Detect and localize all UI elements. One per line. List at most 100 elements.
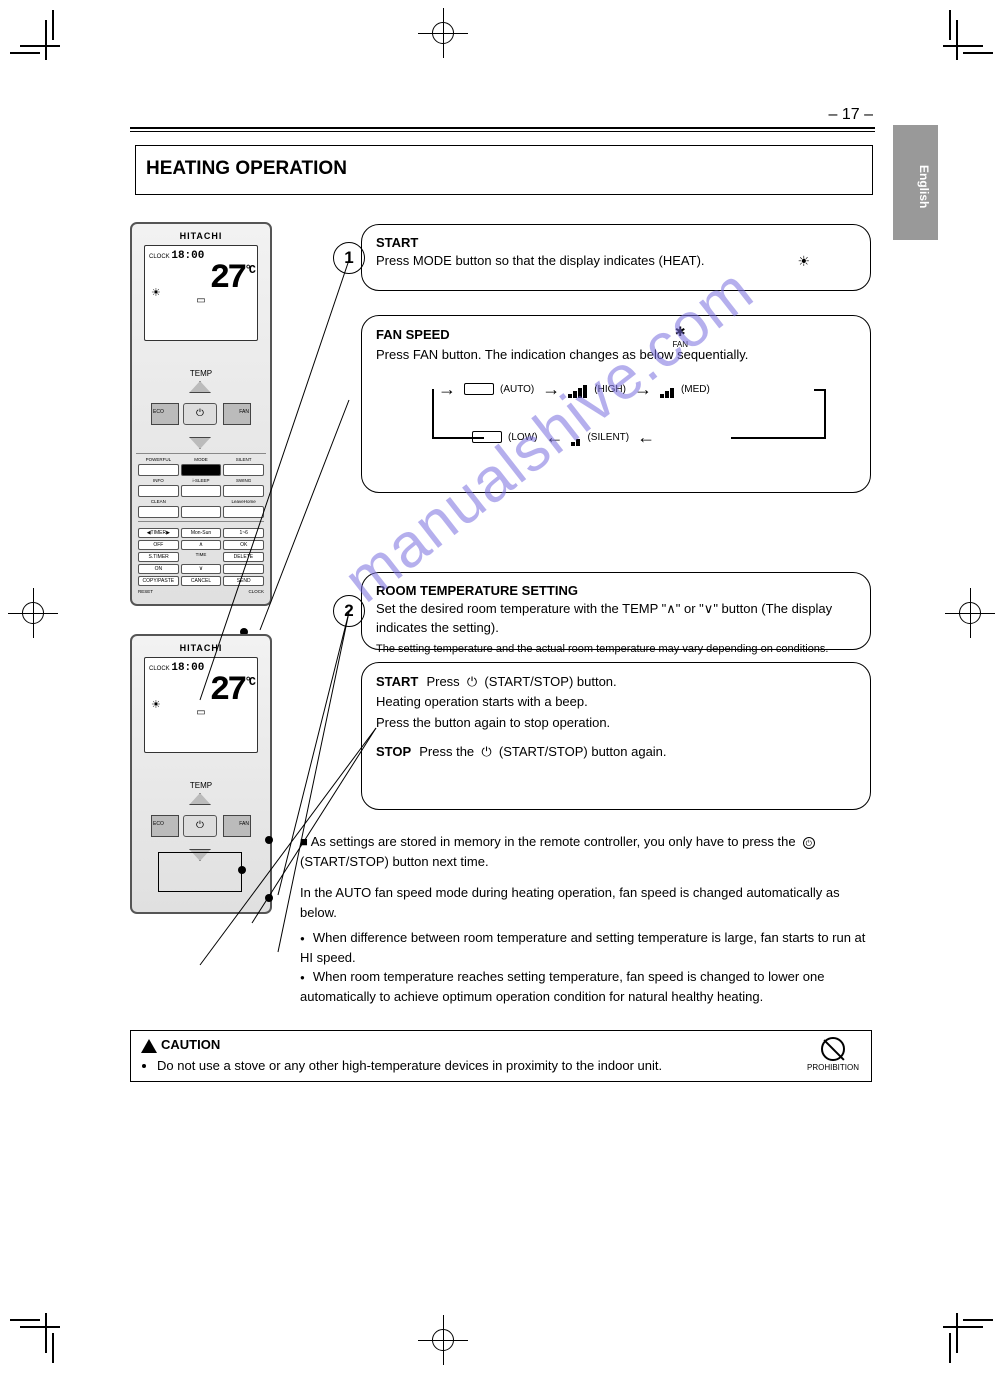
power-inline-icon-3: ⏻ (803, 837, 815, 849)
fan-low-icon (571, 428, 581, 446)
caution-text: Do not use a stove or any other high-tem… (157, 1057, 861, 1075)
sun-icon: ☀ (151, 286, 161, 299)
mode-button[interactable] (181, 464, 222, 476)
temp-value: 27 (210, 260, 245, 298)
clock-label2: CLOCK (223, 589, 264, 594)
loop-br (731, 437, 826, 439)
send-button[interactable]: SEND (223, 576, 264, 586)
lbl-info: INFO (138, 478, 179, 483)
section-title: HEATING OPERATION (136, 146, 872, 180)
temp-label-2: TEMP (136, 781, 266, 790)
temp-unit-2: °C (245, 675, 253, 689)
monsun-button[interactable]: Mon-Sun (181, 528, 222, 538)
prohibition-icon (821, 1037, 845, 1061)
blank-button[interactable] (181, 506, 222, 518)
caution-title: CAUTION (161, 1037, 220, 1052)
registration-mark-left (8, 588, 58, 638)
copy-button[interactable]: COPY/PASTE (138, 576, 179, 586)
remote-column: HITACHI CLOCK 18:00 ☀ 27°C ▭ TEMP ⏻ ECO … (130, 222, 280, 942)
step-1-box: START Press MODE button so that the disp… (361, 224, 871, 291)
page-number: – 17 – (829, 106, 873, 124)
step-2-label: ROOM TEMPERATURE SETTING (376, 583, 856, 598)
crop-tl (10, 10, 60, 60)
temp-value-2: 27 (210, 672, 245, 710)
eco-label: ECO (153, 409, 164, 415)
remote-panel: POWERFULMODESILENT INFOi-SLEEPSWING CLEA… (136, 453, 266, 599)
step-1-label: START (376, 235, 856, 250)
clock-value: 18:00 (171, 250, 204, 262)
isleep-button[interactable] (181, 485, 222, 497)
fan-flow-diagram: → (AUTO) → (HIGH) → (MED) (LOW) ← (SILEN… (376, 373, 856, 463)
clock-label-2: CLOCK (149, 666, 170, 672)
lbl-silent: SILENT (223, 457, 264, 462)
fan-auto-icon (464, 383, 494, 395)
swing-button[interactable] (223, 485, 264, 497)
crop-bl (10, 1313, 60, 1363)
arrow-icon: → (542, 379, 560, 400)
powerful-button[interactable] (138, 464, 179, 476)
crop-tr (943, 10, 993, 60)
cancel-button[interactable]: CANCEL (181, 576, 222, 586)
clean-button[interactable] (138, 506, 179, 518)
dpad: ⏻ ECO FAN (147, 381, 255, 449)
step-3-box: START Press ⏻ (START/STOP) button. Heati… (361, 662, 871, 810)
power-inline-icon: ⏻ (467, 674, 477, 689)
brand-label-2: HITACHI (136, 643, 266, 653)
callout-dot-up (265, 836, 273, 844)
power-button[interactable]: ⏻ (183, 403, 217, 425)
btn-1-6[interactable]: 1~6 (223, 528, 264, 538)
warning-icon (141, 1039, 157, 1053)
step-1-text: Press MODE button so that the display in… (376, 252, 856, 271)
highlight-box-power (158, 852, 242, 892)
registration-mark-bottom (418, 1315, 468, 1365)
rule-top-2 (130, 131, 875, 132)
fan-symbol: ✱ FAN (672, 324, 688, 349)
lbl-mode: MODE (181, 457, 222, 462)
fanspeed-text: Press FAN button. The indication changes… (376, 346, 856, 365)
temp-unit: °C (245, 263, 253, 277)
ok-button[interactable]: OK (223, 540, 264, 550)
language-tab (893, 125, 938, 240)
heat-icon: ☀ (797, 253, 810, 270)
fan-label-small: FAN (239, 409, 249, 415)
registration-mark-right (945, 588, 995, 638)
off-button[interactable]: OFF (138, 540, 179, 550)
arrow-icon: → (438, 379, 456, 400)
power-inline-icon-2: ⏻ (481, 744, 491, 759)
fanspeed-label: FAN SPEED (376, 327, 450, 342)
bullet-2: When room temperature reaches setting te… (300, 967, 872, 1006)
info-button[interactable] (138, 485, 179, 497)
lbl-leavehome: LeaveHome (223, 499, 264, 504)
temp-label: TEMP (136, 369, 266, 378)
step-3-text2: Heating operation starts with a beep. (376, 693, 856, 712)
temp-down-button[interactable] (189, 437, 211, 449)
prohibition-label: PROHIBITION (807, 1063, 859, 1072)
leavehome-button[interactable] (223, 506, 264, 518)
temp-up-button[interactable] (189, 381, 211, 393)
timer-lr-button[interactable]: ◀TIMER▶ (138, 528, 179, 538)
temp-up-button-2[interactable] (189, 793, 211, 805)
fan-high-icon (568, 380, 588, 398)
stimer-button[interactable]: S.TIMER (138, 552, 179, 562)
arrow-icon: ← (545, 427, 563, 448)
time-label: TIME (181, 552, 220, 562)
fan-label-small-2: FAN (239, 821, 249, 827)
blank2[interactable] (223, 564, 264, 574)
on-button[interactable]: ON (138, 564, 179, 574)
rule-top (130, 127, 875, 129)
loop-bl (432, 437, 484, 439)
note-block: ■ As settings are stored in memory in th… (300, 832, 872, 1006)
fan-low-label: (SILENT) (587, 432, 629, 443)
arrow-icon: → (634, 379, 652, 400)
crop-br (943, 1313, 993, 1363)
step-2-text2: The setting temperature and the actual r… (376, 642, 856, 658)
section-title-box: HEATING OPERATION (135, 145, 873, 195)
dpad-2: ⏻ ECO FAN (147, 793, 255, 861)
fan-auto-label: (AUTO) (500, 384, 534, 395)
fan-silent-label: (LOW) (508, 432, 537, 443)
callout-dot-down (265, 894, 273, 902)
power-button-2[interactable]: ⏻ (183, 815, 217, 837)
silent-button[interactable] (223, 464, 264, 476)
delete-button[interactable]: DELETE (223, 552, 264, 562)
loop-right (824, 389, 826, 437)
